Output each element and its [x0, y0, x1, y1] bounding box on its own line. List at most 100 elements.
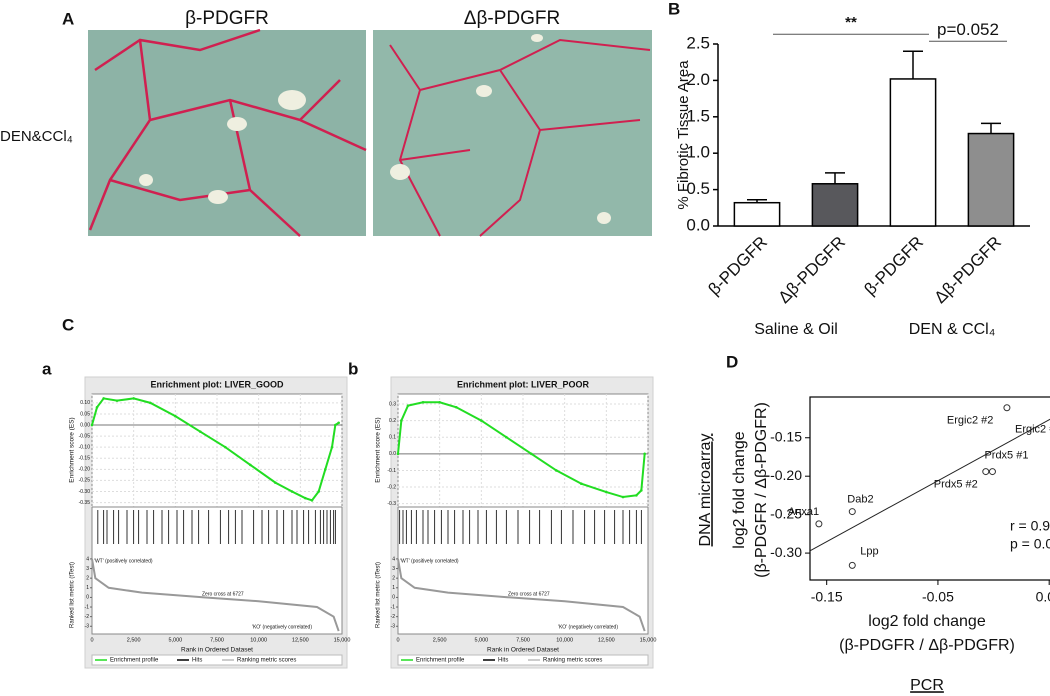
y-tick-label: 0.00	[80, 422, 90, 428]
enrichment-point	[635, 494, 638, 497]
histology-image	[373, 30, 652, 237]
x-tick-label: 10,000	[556, 637, 573, 643]
point-label: Ergic2 #1	[1015, 424, 1050, 436]
column-label: β-PDGFR	[185, 8, 269, 29]
metric-tick-label: 2	[392, 575, 395, 581]
point-label: Dab2	[847, 493, 873, 505]
y-tick-label: 0.2	[389, 418, 396, 424]
legend-label: Hits	[498, 658, 508, 664]
x-tick-label: 0	[90, 637, 93, 643]
y-tick-label: -0.20	[770, 467, 802, 483]
panel-label: a	[42, 359, 52, 378]
enrichment-point	[555, 469, 558, 472]
enrichment-point	[317, 490, 320, 493]
stat-label: r = 0.90	[1010, 518, 1050, 534]
bar	[889, 78, 937, 227]
y-tick-label: -0.30	[79, 489, 91, 495]
stat-label: p = 0.006	[1010, 536, 1050, 552]
y-tick-label: -0.05	[79, 433, 91, 439]
panel-label: D	[726, 352, 738, 371]
plot-frame	[809, 396, 1050, 581]
point-label: Lpp	[860, 545, 878, 557]
enrichment-point	[115, 399, 119, 402]
x-axis-label: Rank in Ordered Dataset	[487, 647, 559, 654]
metric-annotation: 'KO' (negatively correlated)	[558, 624, 618, 630]
y-tick-label: 0.0	[686, 215, 710, 234]
legend-label: Ranking metric scores	[237, 658, 296, 664]
y-tick-label: -0.35	[79, 500, 91, 506]
enrichment-point	[290, 490, 294, 493]
y-tick-label: 0.1	[389, 435, 396, 441]
x-tick-label: 2,500	[127, 637, 141, 643]
y-tick-label: -0.3	[387, 501, 396, 507]
significance-label: **	[845, 14, 857, 31]
metric-line	[91, 558, 340, 632]
enrichment-point	[330, 445, 334, 449]
metric-axis-label: Ranked list metric (tTest)	[70, 562, 76, 628]
y-tick-label: 2.5	[686, 33, 710, 52]
y-tick-label: -0.25	[79, 478, 91, 484]
point	[815, 520, 823, 528]
enrichment-point	[643, 452, 646, 456]
x-tick-label: β-PDGFR	[861, 233, 927, 299]
x-tick-label: -0.15	[811, 589, 843, 605]
enrichment-point	[149, 401, 152, 405]
panel-label: b	[348, 359, 358, 378]
error-bar	[903, 50, 923, 79]
point	[988, 468, 996, 476]
y-tick-label: -0.15	[770, 428, 802, 444]
enrichment-point	[334, 423, 337, 427]
x-tick-label: 5,000	[474, 637, 488, 643]
enrichment-point	[406, 404, 410, 407]
y-tick-label: 2.0	[686, 70, 710, 89]
x-tick-label: 2,500	[433, 637, 447, 643]
y-axis-label: log2 fold change	[731, 431, 748, 549]
x-tick-label: 12,500	[292, 637, 309, 643]
plot-title: Enrichment plot: LIVER_GOOD	[150, 379, 284, 389]
x-tick-label: Δβ-PDGFR	[775, 233, 849, 307]
enrichment-point	[132, 397, 135, 400]
point-label: Ergic2 #2	[947, 415, 993, 427]
y-tick-label: 0.3	[389, 401, 396, 407]
legend-box	[91, 654, 343, 666]
y-tick-label: 1.0	[686, 143, 710, 162]
point	[1003, 404, 1011, 412]
histology-image	[88, 28, 367, 237]
enrichment-point	[505, 435, 508, 439]
legend-label: Hits	[192, 658, 202, 664]
x-tick-label: 5,000	[168, 637, 182, 643]
enrichment-point	[199, 430, 202, 433]
legend-label: Ranking metric scores	[543, 658, 602, 664]
metric-tick-label: -2	[391, 614, 396, 620]
enrichment-point	[455, 405, 458, 409]
x-method-label: PCR	[910, 677, 944, 694]
enrichment-point	[274, 481, 277, 484]
legend-label: Enrichment profile	[110, 658, 159, 664]
metric-annotation: Zero cross at 6727	[508, 591, 550, 597]
enrichment-point	[421, 401, 425, 404]
x-tick-label: 12,500	[598, 637, 615, 643]
enrichment-line	[397, 401, 646, 499]
enrichment-point	[580, 482, 583, 486]
enrichment-point	[324, 468, 327, 471]
enrichment-point	[605, 490, 608, 494]
y-tick-label: 1.5	[686, 106, 710, 125]
metric-tick-label: -1	[85, 604, 90, 610]
panel-label: A	[62, 9, 74, 28]
y-method-label: DNA microarray	[697, 434, 714, 547]
panel-label: C	[62, 315, 74, 334]
point-label: Prdx5 #1	[984, 449, 1028, 461]
bar	[811, 183, 859, 227]
metric-tick-label: 2	[86, 575, 89, 581]
point-label: Prdx5 #2	[934, 478, 978, 490]
y-tick-label: 0.5	[686, 179, 710, 198]
metric-annotation: 'WT' (positively correlated)	[94, 558, 153, 564]
enrichment-point	[95, 405, 99, 409]
error-bar	[981, 122, 1001, 134]
point	[848, 561, 856, 569]
point	[982, 468, 990, 476]
metric-line	[397, 558, 646, 632]
x-tick-label: 10,000	[250, 637, 267, 643]
metric-tick-label: -3	[85, 624, 90, 630]
